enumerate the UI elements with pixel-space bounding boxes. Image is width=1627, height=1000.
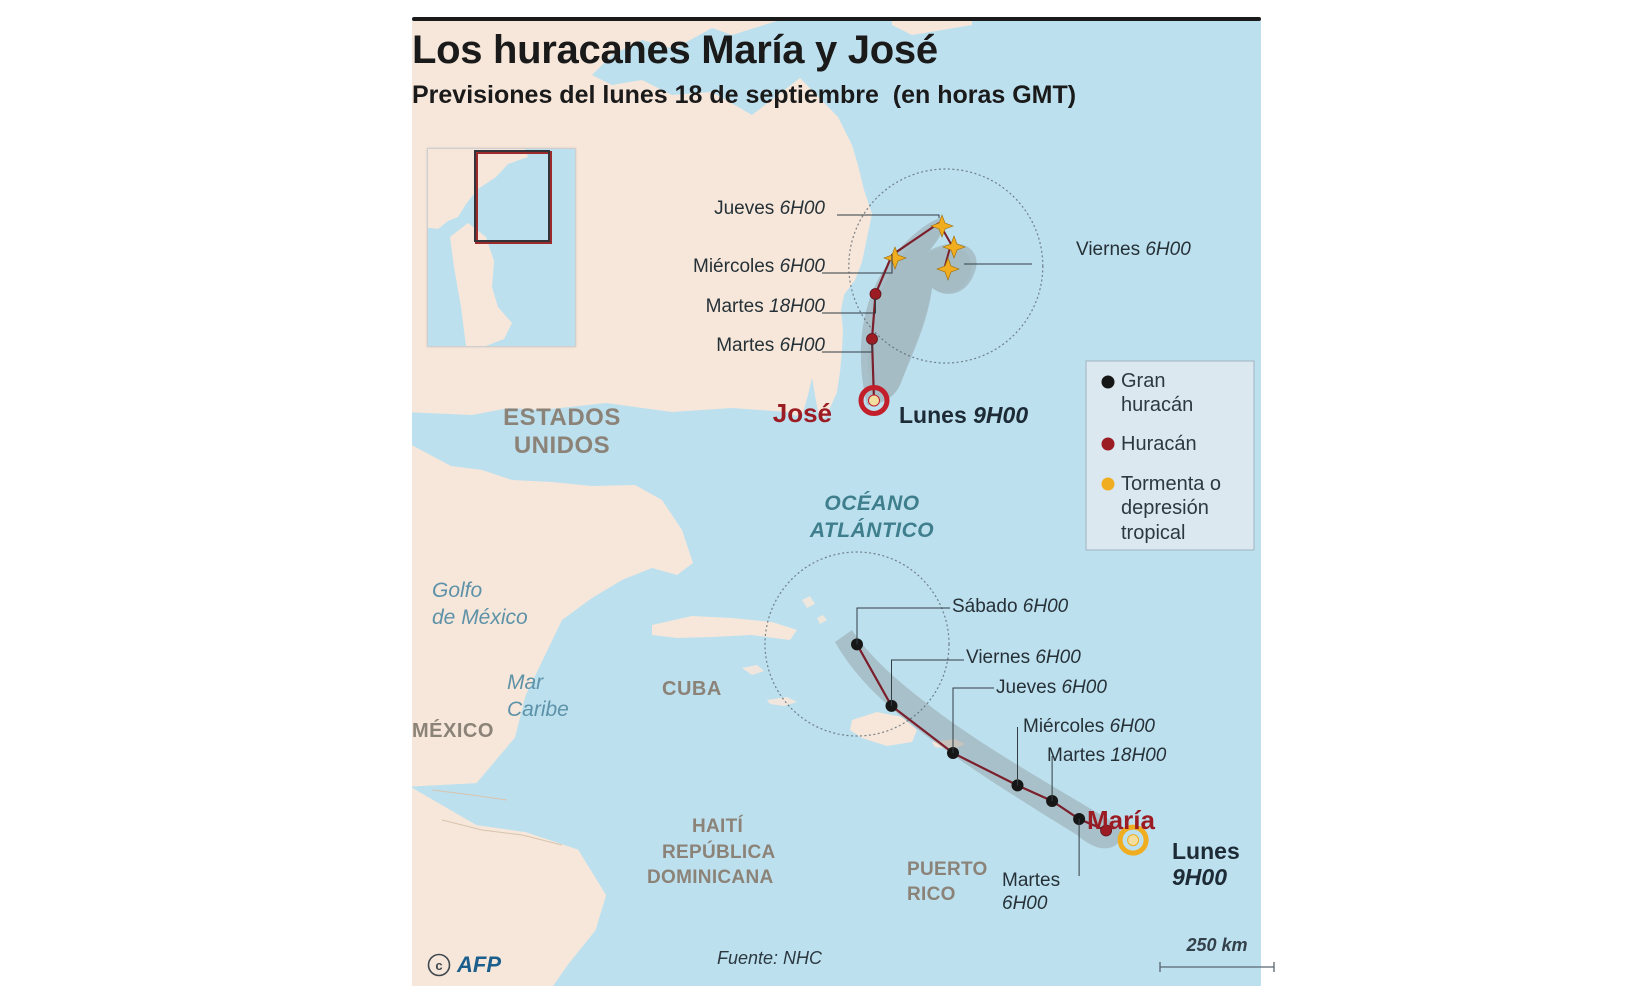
svg-text:AFP: AFP [456, 952, 501, 977]
svg-text:c: c [435, 958, 442, 973]
